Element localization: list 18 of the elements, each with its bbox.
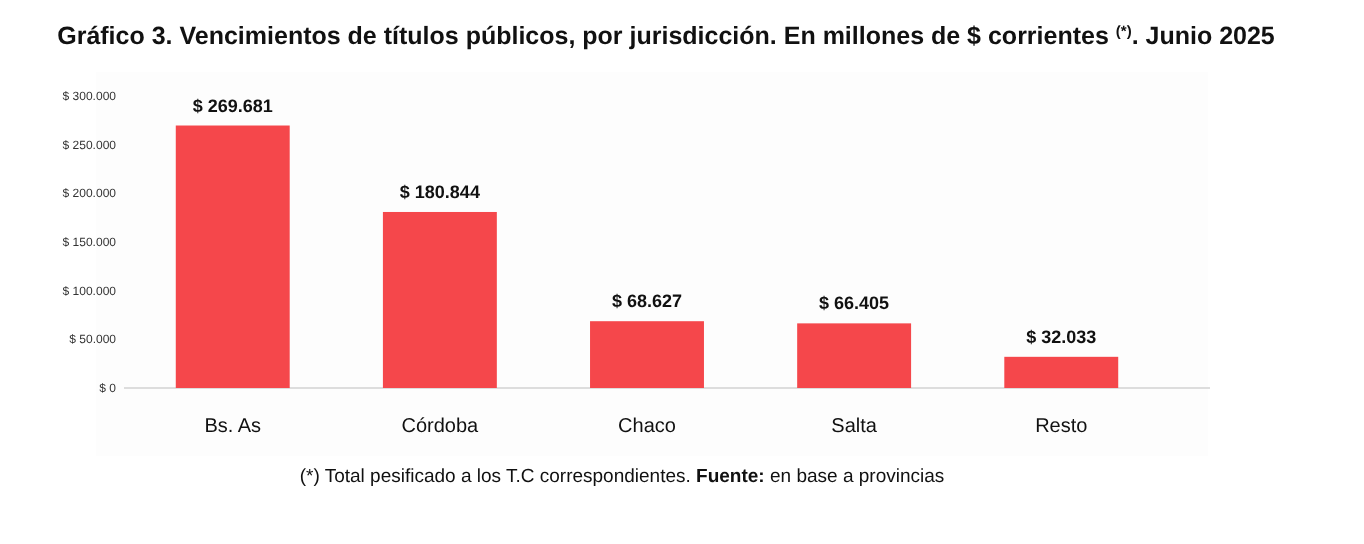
data-label: $ 68.627 bbox=[611, 291, 683, 312]
x-tick-label: Resto bbox=[1035, 416, 1089, 439]
data-label: $ 66.405 bbox=[819, 293, 890, 314]
bar bbox=[1004, 356, 1119, 388]
bar bbox=[382, 211, 497, 388]
source-note: Fuente: en base a provincias bbox=[690, 466, 945, 488]
bar bbox=[590, 321, 704, 388]
x-tick-label: Bs. As bbox=[204, 416, 262, 439]
x-tick-label: Córdoba bbox=[401, 416, 480, 439]
x-tick-label: Chaco bbox=[618, 416, 677, 439]
chart-title: Gráfico 3. Vencimientos de títulos públicos, por jurisdicción. En millones de $ corrientes $^{(*)}$. Junio 2025 bbox=[57, 21, 1275, 50]
x-tick-label: Salta bbox=[831, 416, 878, 439]
data-label: $ 32.033 bbox=[1026, 326, 1097, 347]
text: (*) Total pesificado a los T.C correspondientes. bbox=[299, 466, 691, 488]
bar bbox=[797, 323, 912, 388]
data-label: $ 269.681 bbox=[192, 95, 273, 116]
bar bbox=[175, 125, 290, 388]
data-label: $ 180.844 bbox=[399, 181, 480, 202]
